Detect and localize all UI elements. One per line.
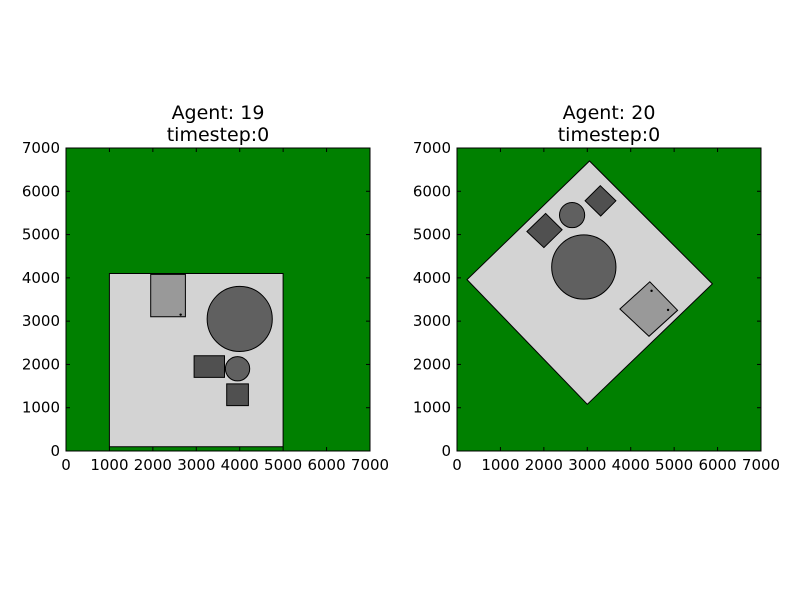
x-tick-label: 2000	[134, 456, 172, 474]
y-tick-label: 1000	[413, 399, 451, 417]
x-tick-label: 0	[61, 456, 71, 474]
y-tick-label: 5000	[22, 226, 60, 244]
x-tick-label: 6000	[307, 456, 345, 474]
y-tick-label: 4000	[413, 269, 451, 287]
y-tick-label: 2000	[413, 355, 451, 373]
y-tick-label: 3000	[22, 312, 60, 330]
y-tick-label: 2000	[22, 355, 60, 373]
y-tick-label: 3000	[413, 312, 451, 330]
furniture-circle	[206, 285, 273, 353]
agent-marker	[179, 313, 182, 316]
panel-title-line-1: Agent: 19	[172, 102, 265, 124]
furniture-circle	[224, 356, 251, 382]
x-tick-label: 0	[452, 456, 462, 474]
y-tick-label: 0	[441, 442, 451, 460]
x-tick-label: 7000	[742, 456, 780, 474]
x-tick-label: 3000	[568, 456, 606, 474]
y-tick-label: 4000	[22, 269, 60, 287]
furniture-rect	[193, 355, 225, 378]
furniture-circle	[551, 234, 617, 300]
y-tick-label: 7000	[413, 139, 451, 157]
x-tick-label: 7000	[351, 456, 389, 474]
x-tick-label: 4000	[221, 456, 259, 474]
agent-marker	[666, 308, 670, 312]
furniture-rect	[150, 273, 186, 318]
x-tick-label: 5000	[264, 456, 302, 474]
furniture-rect	[226, 383, 249, 407]
x-tick-label: 2000	[525, 456, 563, 474]
furniture-rect	[584, 184, 617, 217]
agent-19-panel: Agent: 19 timestep:0 0 1000 2000 3000 4000 50…	[22, 102, 389, 474]
y-tick-label: 0	[50, 442, 60, 460]
agent-20-panel: Agent: 20 timestep:0 0 1000 2000 3000 4000 50…	[413, 102, 780, 474]
plot-frame	[65, 147, 371, 452]
x-tick-label: 5000	[655, 456, 693, 474]
x-tick-label: 3000	[177, 456, 215, 474]
furniture-circle	[558, 201, 586, 229]
y-tick-label: 6000	[413, 182, 451, 200]
plot-frame	[456, 147, 762, 452]
y-tick-label: 5000	[413, 226, 451, 244]
x-tick-label: 1000	[481, 456, 519, 474]
x-tick-label: 1000	[90, 456, 128, 474]
furniture-rect	[619, 281, 679, 337]
x-tick-label: 6000	[698, 456, 736, 474]
panel-title-line-2: timestep:0	[558, 124, 661, 146]
y-tick-label: 6000	[22, 182, 60, 200]
x-tick-label: 4000	[612, 456, 650, 474]
y-tick-label: 7000	[22, 139, 60, 157]
y-tick-label: 1000	[22, 399, 60, 417]
furniture-rect	[526, 212, 563, 249]
panel-title-line-2: timestep:0	[167, 124, 270, 146]
agent-marker	[650, 289, 653, 293]
panel-title-line-1: Agent: 20	[563, 102, 656, 124]
